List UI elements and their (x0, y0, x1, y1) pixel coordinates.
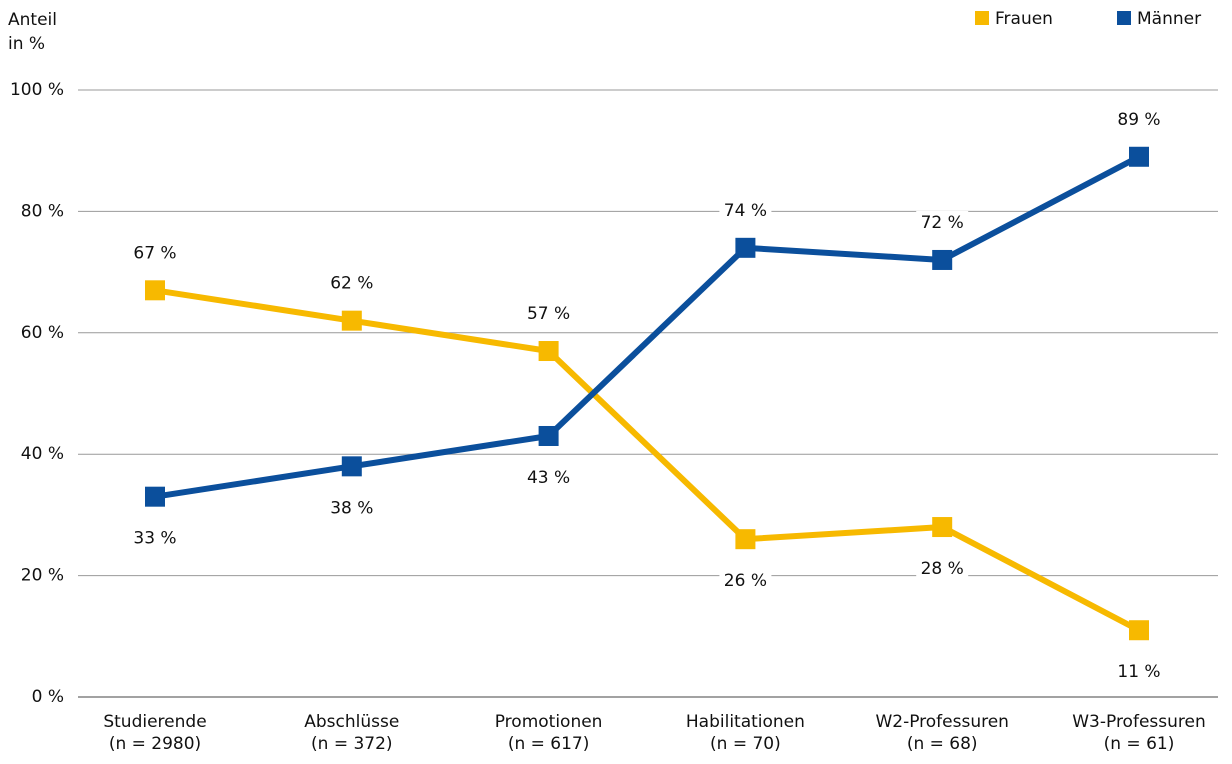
data-label: 72 % (921, 213, 964, 233)
label-bg (522, 465, 575, 490)
y-tick-label: 60 % (21, 323, 64, 343)
data-label: 57 % (527, 304, 570, 324)
y-tick-label: 0 % (32, 687, 64, 707)
marker (932, 517, 953, 538)
label-bg (719, 198, 772, 223)
y-tick-label: 100 % (10, 80, 64, 100)
label-bg (1113, 107, 1165, 132)
data-label: 74 % (724, 201, 767, 221)
label-bg (916, 210, 969, 235)
marker (1129, 620, 1149, 641)
x-tick-label: (n = 68) (907, 734, 978, 754)
marker (341, 310, 362, 331)
data-label: 28 % (921, 559, 964, 579)
line (154, 287, 1141, 633)
x-tick-label: (n = 61) (1104, 734, 1175, 754)
marker (538, 341, 559, 362)
line (154, 154, 1141, 500)
x-tick-label: W2-Professuren (875, 712, 1009, 732)
label-bg (719, 569, 772, 594)
x-tick-label: W3-Professuren (1072, 712, 1206, 732)
x-tick-label: Abschlüsse (304, 712, 399, 732)
label-bg (522, 302, 575, 327)
marker (735, 529, 756, 550)
x-tick-label: (n = 372) (311, 734, 393, 754)
x-tick-label: Studierende (103, 712, 206, 732)
data-label: 67 % (133, 243, 176, 263)
legend-label: Frauen (995, 9, 1053, 29)
marker (341, 456, 362, 477)
label-bg (325, 271, 378, 296)
x-tick-label: (n = 2980) (109, 734, 201, 754)
legend-swatch (975, 11, 989, 25)
label-bg (129, 241, 181, 266)
data-label: 26 % (724, 571, 767, 591)
data-label: 43 % (527, 468, 570, 488)
marker (145, 486, 165, 507)
y-tick-label: 40 % (21, 444, 64, 464)
label-bg (1113, 660, 1165, 685)
marker (1129, 146, 1149, 167)
legend-label: Männer (1137, 9, 1201, 29)
x-tick-label: Promotionen (495, 712, 603, 732)
marker (735, 237, 756, 258)
x-tick-label: (n = 617) (508, 734, 590, 754)
data-label: 89 % (1117, 110, 1160, 130)
data-label: 38 % (330, 498, 373, 518)
marker (932, 249, 953, 270)
x-tick-label: Habilitationen (686, 712, 805, 732)
x-tick-label: (n = 70) (710, 734, 781, 754)
data-label: 33 % (133, 529, 176, 549)
y-tick-label: 20 % (21, 566, 64, 586)
data-label: 11 % (1117, 662, 1160, 682)
marker (145, 280, 165, 301)
label-bg (916, 557, 969, 582)
data-label: 62 % (330, 274, 373, 294)
legend-swatch (1117, 11, 1131, 25)
y-tick-label: 80 % (21, 201, 64, 221)
label-bg (325, 496, 378, 521)
marker (538, 425, 559, 446)
y-axis-label: in % (8, 34, 45, 54)
y-axis-label: Anteil (8, 10, 57, 30)
label-bg (129, 526, 181, 551)
